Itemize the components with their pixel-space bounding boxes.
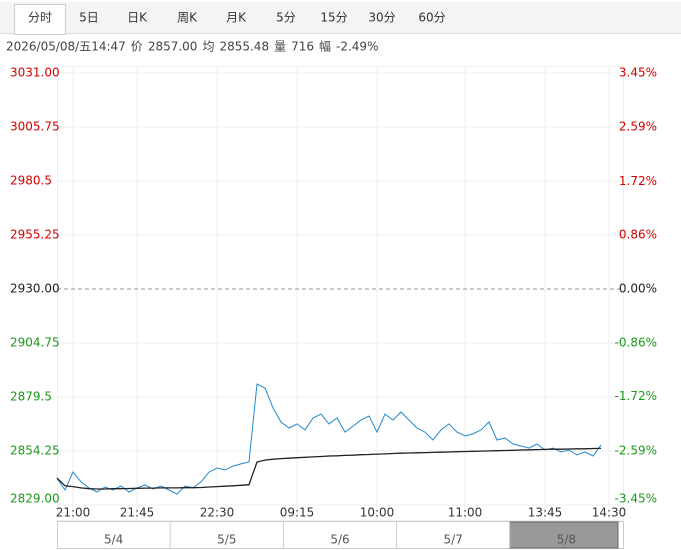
navigator-date[interactable]: 5/6 — [330, 533, 349, 547]
info-text: 2857.00 — [148, 40, 198, 54]
info-text: 2026/05/08/五14:47 — [6, 40, 126, 54]
x-tick-label: 14:30 — [592, 506, 627, 520]
average-line — [56, 447, 602, 490]
tab-bar — [0, 2, 681, 34]
y2-tick-label: -1.72% — [615, 389, 657, 403]
y-tick-label: 3005.75 — [10, 120, 60, 134]
y-tick-label: 2955.25 — [10, 228, 60, 242]
y2-tick-label: -0.86% — [615, 335, 657, 349]
active-tab-box — [14, 4, 66, 35]
tab[interactable]: 15分 — [320, 11, 347, 25]
y2-tick-label: 1.72% — [619, 174, 657, 188]
navigator-date[interactable]: 5/4 — [104, 533, 123, 547]
tab[interactable]: 周K — [177, 11, 198, 25]
y-tick-label: 2904.75 — [10, 336, 60, 350]
info-text: 716 — [291, 40, 314, 54]
y2-tick-label: 0.86% — [619, 228, 657, 242]
y-tick-label: 2930.00 — [10, 282, 60, 296]
x-tick-label: 11:00 — [448, 506, 483, 520]
tab[interactable]: 5日 — [79, 11, 99, 25]
navigator-selection[interactable] — [509, 521, 619, 549]
tab[interactable]: 分时 — [28, 11, 52, 25]
navigator-date[interactable]: 5/7 — [444, 533, 463, 547]
y-tick-label: 2829.00 — [10, 492, 60, 506]
info-text: 2855.48 — [219, 40, 269, 54]
x-tick-label: 13:45 — [528, 506, 563, 520]
tab[interactable]: 5分 — [276, 11, 296, 25]
navigator-date[interactable]: 5/5 — [217, 533, 236, 547]
x-tick-label: 21:00 — [56, 506, 91, 520]
tab[interactable]: 60分 — [418, 11, 445, 25]
y2-tick-label: -3.45% — [615, 492, 657, 506]
y-tick-label: 3031.00 — [10, 66, 60, 80]
tab[interactable]: 日K — [127, 11, 148, 25]
info-text: 量 — [274, 40, 286, 54]
price-line — [56, 383, 602, 495]
x-tick-label: 10:00 — [360, 506, 395, 520]
info-text: 价 — [131, 40, 143, 54]
x-tick-label: 09:15 — [280, 506, 315, 520]
navigator-date[interactable]: 5/8 — [557, 533, 576, 547]
y2-tick-label: 3.45% — [619, 66, 657, 80]
y-tick-label: 2980.5 — [10, 174, 52, 188]
plot-frame — [57, 66, 624, 521]
y2-tick-label: -2.59% — [615, 444, 657, 458]
x-tick-label: 22:30 — [200, 506, 235, 520]
y-tick-label: 2879.5 — [10, 390, 52, 404]
tab[interactable]: 月K — [226, 11, 247, 25]
info-text: 幅 — [319, 39, 331, 54]
tab[interactable]: 30分 — [368, 11, 395, 25]
info-text: -2.49% — [336, 40, 378, 54]
x-tick-label: 21:45 — [120, 506, 155, 520]
y2-tick-label: 2.59% — [619, 119, 657, 133]
info-text: 均 — [202, 40, 214, 54]
y2-tick-label: 0.00% — [619, 282, 657, 296]
y-tick-label: 2854.25 — [10, 444, 60, 458]
